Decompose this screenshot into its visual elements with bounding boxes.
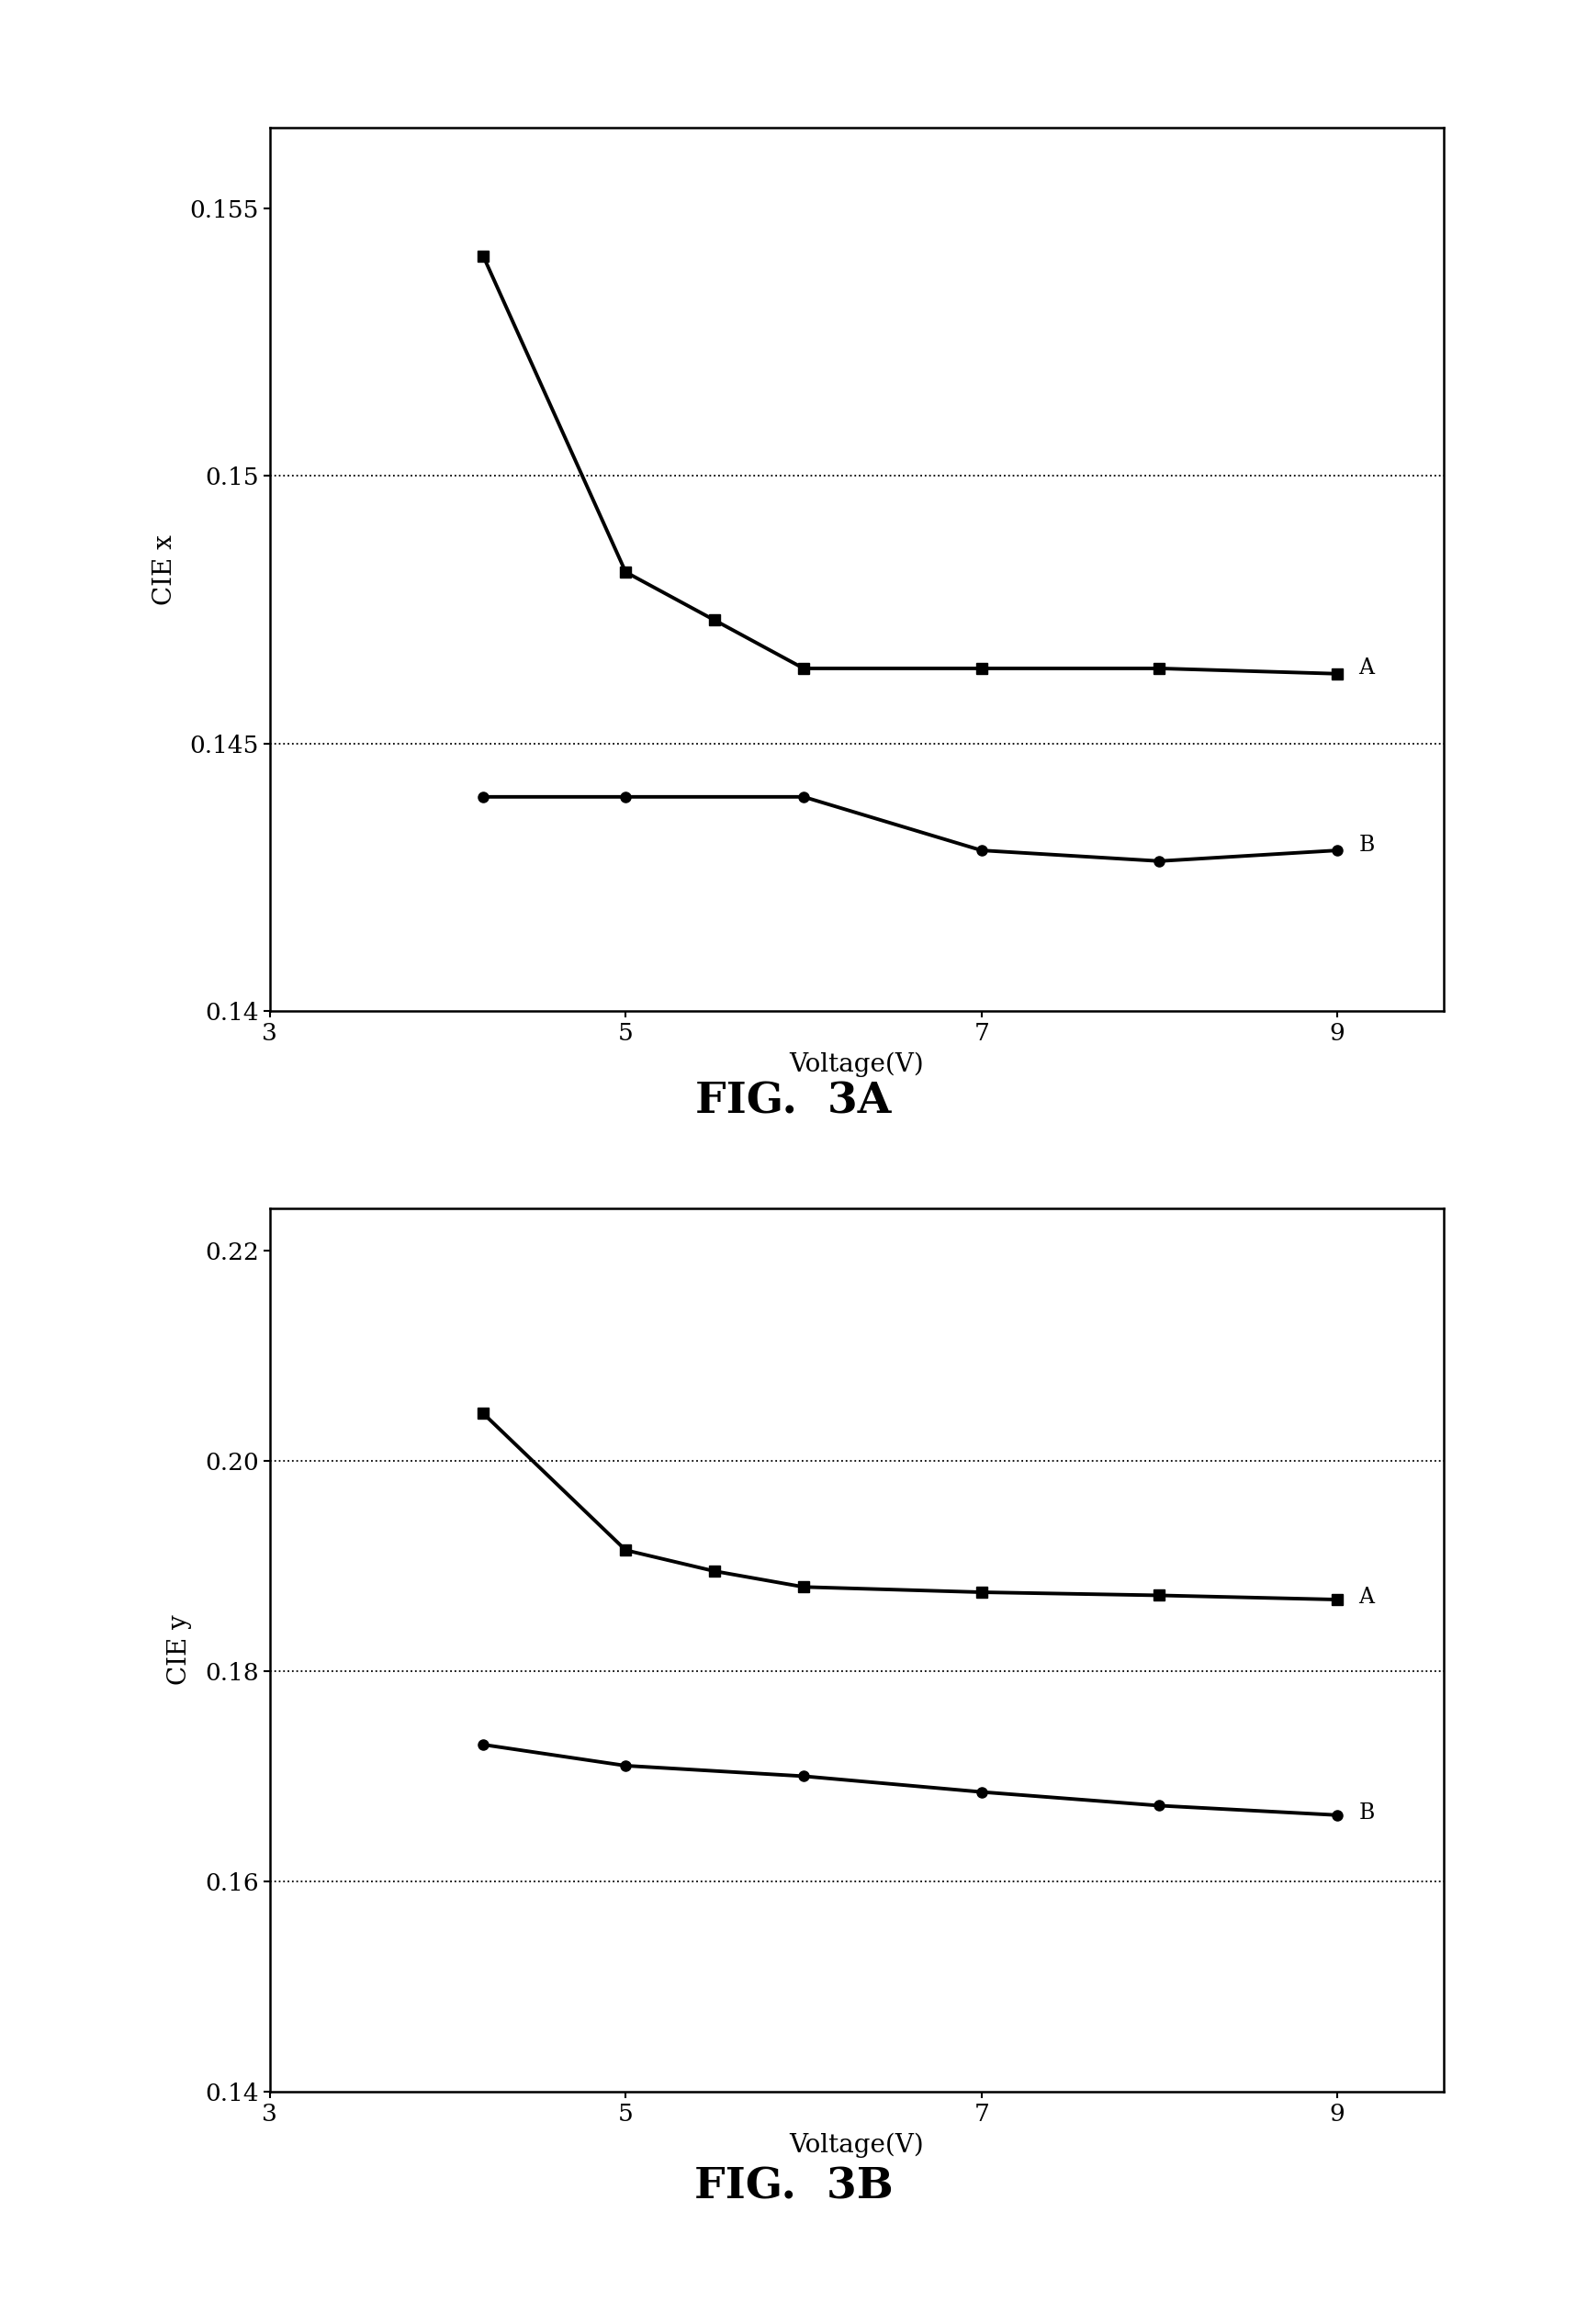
Text: B: B xyxy=(1358,1803,1374,1824)
X-axis label: Voltage(V): Voltage(V) xyxy=(790,1053,924,1078)
Text: A: A xyxy=(1358,658,1374,679)
X-axis label: Voltage(V): Voltage(V) xyxy=(790,2133,924,2159)
Y-axis label: CIE x: CIE x xyxy=(152,535,178,604)
Text: FIG.  3B: FIG. 3B xyxy=(694,2166,893,2208)
Y-axis label: CIE y: CIE y xyxy=(167,1615,192,1685)
Text: B: B xyxy=(1358,834,1374,855)
Text: A: A xyxy=(1358,1587,1374,1608)
Text: FIG.  3A: FIG. 3A xyxy=(695,1081,892,1122)
